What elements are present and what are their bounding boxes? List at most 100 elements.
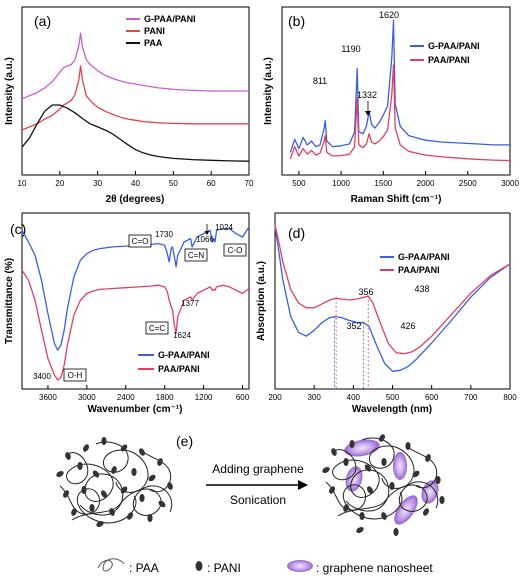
pani-dot: [328, 486, 336, 494]
graphene-legend-label: : graphene nanosheet: [316, 561, 433, 575]
x-tick-label: 1800: [156, 393, 174, 402]
pani-dot: [147, 514, 153, 522]
series-line-paa: [21, 104, 250, 162]
paa-chain: [337, 481, 439, 517]
peak-label-1620: 1620: [379, 10, 399, 20]
x-ticks-d: 200 300 400 500 600 700 800: [268, 385, 517, 402]
pani-dot: [56, 470, 64, 478]
pani-dot: [138, 448, 146, 456]
pani-dot: [167, 482, 173, 490]
ylabel-c: Transmittance (%): [4, 258, 15, 344]
x-tick-label: 500: [386, 393, 400, 402]
legend-c: G-PAA/PANI PAA/PANI: [138, 350, 210, 374]
panel-label-b: (b): [288, 13, 305, 29]
pani-dot: [158, 500, 166, 508]
ylabel-b: Intensity (a.u.): [263, 57, 274, 125]
pani-dot: [82, 444, 90, 452]
legend-label-paapani-b: PAA/PANI: [428, 55, 470, 65]
label-1066: 1066: [196, 235, 214, 244]
x-tick-label: 40: [131, 179, 140, 188]
pani-dot: [100, 490, 108, 498]
series-line-paa-pani: [289, 64, 511, 162]
pani-dot: [148, 474, 156, 482]
peak-label-1332: 1332: [357, 90, 377, 100]
pani-dots-right: [322, 434, 445, 536]
pani-dot: [81, 486, 87, 494]
legend-label-gpaapani-c: G-PAA/PANI: [158, 350, 210, 360]
pani-dot: [92, 470, 100, 478]
pani-dot: [120, 486, 128, 494]
series-line-paa-pani: [21, 269, 250, 381]
pani-dot: [120, 444, 128, 452]
annotations-b: 811 1190 1332 1620: [313, 10, 399, 116]
label-c-o: C-O: [228, 246, 243, 255]
pani-dot: [331, 448, 337, 456]
x-tick-label: 50: [169, 179, 178, 188]
xlabel-b: Raman Shift (cm⁻¹): [351, 194, 442, 205]
x-tick-label: 20: [55, 179, 64, 188]
plot-frame-b: [281, 6, 511, 176]
label-cn: C=N: [188, 251, 204, 260]
x-tick-label: 2000: [417, 179, 435, 188]
pani-dot: [96, 520, 104, 528]
pani-dot: [109, 508, 115, 516]
panel-d: (d) Absorption (a.u.) Wavelength (nm) 20…: [256, 212, 517, 415]
panel-label-d: (d): [288, 225, 305, 241]
series-line-g-paa-pani: [21, 32, 249, 100]
series-b: [289, 19, 511, 162]
panel-c: (c) Transmittance (%) Wavenumber (cm⁻¹) …: [4, 212, 250, 415]
x-ticks-c: 3600 3000 2400 1800 1200 600: [39, 385, 250, 402]
annotations-c: C=O 1730 1066 1024 C-O C=N 1377 C=C 1624…: [33, 223, 247, 382]
peak-label-356: 356: [358, 287, 373, 297]
label-1624: 1624: [173, 331, 191, 340]
series-a: [21, 32, 250, 162]
pani-dot: [71, 508, 77, 516]
series-line-g-paa-pani: [274, 226, 511, 372]
x-tick-label: 60: [207, 179, 216, 188]
peak-label-811: 811: [313, 76, 327, 86]
x-tick-label: 2500: [459, 179, 477, 188]
x-tick-label: 200: [268, 393, 282, 402]
x-tick-label: 400: [347, 393, 361, 402]
label-box-c-o: [223, 243, 247, 257]
x-tick-label: 30: [93, 179, 102, 188]
peak-label-438: 438: [414, 284, 429, 294]
x-ticks-b: 500 1000 1500 2000 2500 3000: [292, 171, 519, 188]
pani-dot: [65, 452, 71, 460]
pani-dot: [77, 462, 83, 470]
paa-legend-icon: [97, 558, 125, 572]
xlabel-d: Wavelength (nm): [352, 404, 432, 415]
xlabel-a: 2θ (degrees): [106, 194, 165, 205]
panel-a: (a) Intensity (a.u.) 2θ (degrees) 10 20 30…: [4, 6, 254, 205]
x-tick-label: 10: [18, 179, 27, 188]
pani-dot: [343, 458, 349, 466]
series-d: [274, 224, 511, 372]
x-tick-label: 70: [245, 179, 254, 188]
label-box-cc: [145, 321, 169, 335]
label-1377: 1377: [181, 299, 199, 308]
pani-dot: [381, 512, 387, 520]
pani-dot: [412, 470, 420, 478]
x-ticks-a: 10 20 30 40 50 60 70: [18, 171, 254, 188]
graphene-nanosheet: [421, 480, 439, 504]
pani-dot: [356, 526, 364, 534]
pani-legend-label: : PANI: [207, 561, 241, 575]
pani-dot: [393, 528, 399, 536]
paa-chain: [139, 449, 172, 493]
legend-label-paa-a: PAA: [144, 38, 163, 48]
peak-guides-d: [334, 296, 369, 389]
arrow-label-top: Adding graphene: [212, 462, 304, 476]
legend-label-paapani-c: PAA/PANI: [158, 364, 200, 374]
panel-label-c: (c): [10, 221, 26, 237]
legend-label-pani-a: PANI: [144, 26, 165, 36]
pani-dot: [131, 468, 137, 476]
series-c: [21, 226, 250, 381]
reaction-arrow: Adding graphene Sonication: [206, 462, 308, 507]
pani-dots-left: [56, 437, 173, 528]
pani-dot: [389, 482, 395, 490]
label-3400: 3400: [33, 372, 51, 381]
x-tick-label: 3600: [39, 393, 57, 402]
panel-label-a: (a): [34, 13, 51, 29]
x-tick-label: 3000: [78, 393, 96, 402]
pani-dot: [343, 504, 349, 512]
